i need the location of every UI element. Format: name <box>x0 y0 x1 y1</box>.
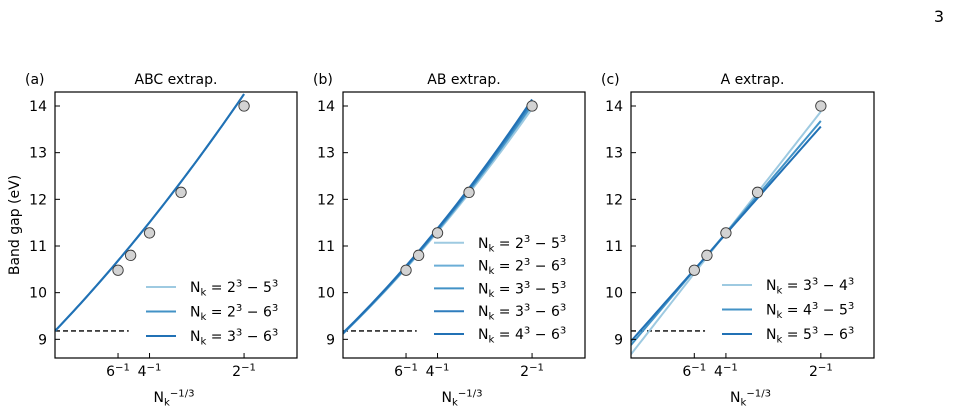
data-point <box>412 249 425 261</box>
legend-item: Nk​ = 23​ − 53​ <box>146 278 278 299</box>
x-axis-label: Nk​−1/3​ <box>153 388 194 408</box>
data-point <box>175 186 187 198</box>
y-tick-label: 9 <box>326 332 335 348</box>
legend-item: Nk​ = 23​ − 63​ <box>434 257 566 277</box>
chart-title: A extrap. <box>721 72 785 88</box>
y-axis-label: Band gap (eV) <box>7 175 23 275</box>
y-tick-label: 13 <box>317 146 335 162</box>
legend-label: Nk​ = 53​ − 63​ <box>766 325 854 345</box>
legend-item: Nk​ = 33​ − 63​ <box>434 303 566 323</box>
data-point <box>701 249 713 261</box>
x-tick-label: 2−1​ <box>520 362 544 380</box>
data-point <box>400 264 412 276</box>
axes-frame <box>54 91 298 359</box>
legend-item: Nk​ = 33​ − 43​ <box>722 276 854 297</box>
x-tick-label: 2−1​ <box>232 362 256 380</box>
x-axis-label: Nk​−1/3​ <box>730 388 771 408</box>
data-point <box>143 227 156 239</box>
panels: 9 10 11 12 13 14 6−1​ 4−1​ 2−1​ ABC extrap. (a) Nk​… <box>7 72 875 409</box>
y-tick-label: 13 <box>29 146 47 162</box>
series-line <box>343 98 533 334</box>
legend-item: Nk​ = 33​ − 63​ <box>146 327 278 348</box>
legend-label: Nk​ = 33​ − 63​ <box>478 303 566 323</box>
y-tick-label: 11 <box>29 239 47 255</box>
series-line <box>55 93 245 332</box>
legend-item: Nk​ = 23​ − 53​ <box>434 234 566 254</box>
y-tick-label: 9 <box>614 332 623 348</box>
x-tick-label: 2−1​ <box>809 362 833 380</box>
chart-title: AB extrap. <box>427 72 500 88</box>
data-point <box>526 100 538 112</box>
x-tick-label: 6−1​ <box>106 362 130 380</box>
data-point <box>720 227 732 239</box>
chart-title: ABC extrap. <box>135 72 218 88</box>
legend-label: Nk​ = 33​ − 53​ <box>478 280 566 300</box>
x-tick-label: 6−1​ <box>394 362 418 380</box>
y-tick-label: 10 <box>29 286 47 302</box>
y-tick-label: 10 <box>317 286 335 302</box>
x-tick-label: 4−1​ <box>426 362 450 380</box>
y-tick-label: 13 <box>605 146 623 162</box>
legend-label: Nk​ = 23​ − 63​ <box>190 303 278 323</box>
series-line <box>343 103 533 334</box>
legend-item: Nk​ = 33​ − 53​ <box>434 280 566 300</box>
panel-label: (a) <box>25 72 45 88</box>
data-point <box>112 264 124 276</box>
data-point <box>238 100 250 112</box>
legend-item: Nk​ = 43​ − 53​ <box>722 301 854 321</box>
legend-item: Nk​ = 23​ − 63​ <box>146 303 278 323</box>
x-tick-label: 4−1​ <box>138 362 162 380</box>
y-tick-label: 14 <box>605 99 623 115</box>
y-tick-label: 11 <box>605 239 623 255</box>
x-axis-label: Nk​−1/3​ <box>441 388 482 408</box>
data-point <box>815 100 827 112</box>
data-point <box>431 227 444 239</box>
y-tick-label: 14 <box>317 99 335 115</box>
x-tick-label: 6−1​ <box>682 362 706 380</box>
chart-panel-3: 9 10 11 12 13 14 6−1​ 4−1​ 2−1​ A extrap. (c) Nk​−1… <box>601 72 875 409</box>
panel-label: (c) <box>601 72 620 88</box>
legend-label: Nk​ = 23​ − 53​ <box>478 234 566 254</box>
data-point <box>688 264 700 276</box>
legend-item: Nk​ = 53​ − 63​ <box>722 325 854 346</box>
legend-label: Nk​ = 23​ − 53​ <box>190 278 278 298</box>
y-tick-label: 12 <box>317 192 335 208</box>
panel-label: (b) <box>313 72 333 88</box>
page-number: 3 <box>934 7 944 26</box>
data-point <box>751 186 764 198</box>
legend-label: Nk​ = 33​ − 63​ <box>190 327 278 347</box>
y-tick-label: 14 <box>29 99 47 115</box>
legend-label: Nk​ = 23​ − 63​ <box>478 257 566 277</box>
legend-item: Nk​ = 43​ − 63​ <box>434 325 566 346</box>
y-tick-label: 11 <box>317 239 335 255</box>
y-tick-label: 9 <box>38 332 47 348</box>
data-point <box>124 249 137 261</box>
chart-panel-2: 9 10 11 12 13 14 6−1​ 4−1​ 2−1​ AB extrap. (b) Nk​−… <box>313 72 586 409</box>
axes-frame <box>630 91 875 359</box>
data-point <box>463 186 475 198</box>
chart-panel-1: 9 10 11 12 13 14 6−1​ 4−1​ 2−1​ ABC extrap. (a) Nk​… <box>7 72 298 409</box>
y-tick-label: 10 <box>605 286 623 302</box>
legend-label: Nk​ = 33​ − 43​ <box>766 276 854 296</box>
y-tick-label: 12 <box>29 192 47 208</box>
series-line <box>343 100 533 334</box>
x-tick-label: 4−1​ <box>714 362 738 380</box>
legend-label: Nk​ = 43​ − 63​ <box>478 325 566 345</box>
legend-label: Nk​ = 43​ − 53​ <box>766 301 854 321</box>
axes-frame <box>342 91 586 359</box>
y-tick-label: 12 <box>605 192 623 208</box>
